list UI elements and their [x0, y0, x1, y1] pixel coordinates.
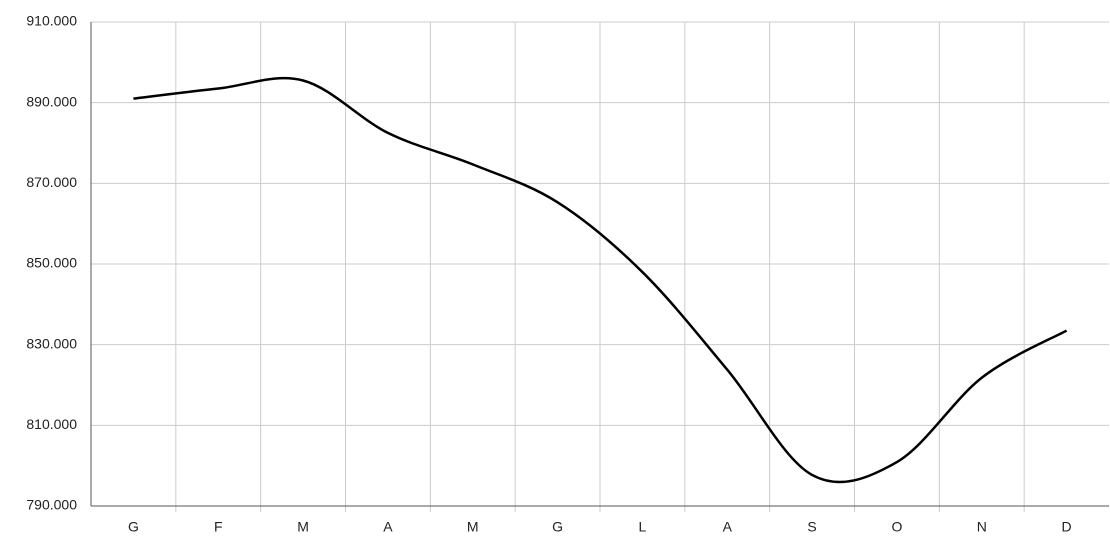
y-tick-label: 810.000 [26, 416, 77, 432]
x-tick-label: N [977, 519, 987, 535]
y-tick-label: 890.000 [26, 93, 77, 109]
x-tick-label: A [383, 519, 393, 535]
x-tick-label: L [639, 519, 647, 535]
x-tick-label: G [552, 519, 563, 535]
x-tick-label: F [214, 519, 223, 535]
x-tick-label: A [723, 519, 733, 535]
y-tick-label: 830.000 [26, 335, 77, 351]
x-tick-label: M [467, 519, 479, 535]
x-tick-label: S [807, 519, 816, 535]
x-tick-label: O [891, 519, 902, 535]
y-tick-label: 910.000 [26, 13, 77, 29]
y-tick-label: 790.000 [26, 497, 77, 513]
y-tick-label: 870.000 [26, 174, 77, 190]
x-tick-label: D [1062, 519, 1072, 535]
x-tick-label: M [297, 519, 309, 535]
y-tick-label: 850.000 [26, 255, 77, 271]
line [133, 76, 1068, 484]
x-tick-label: G [128, 519, 139, 535]
